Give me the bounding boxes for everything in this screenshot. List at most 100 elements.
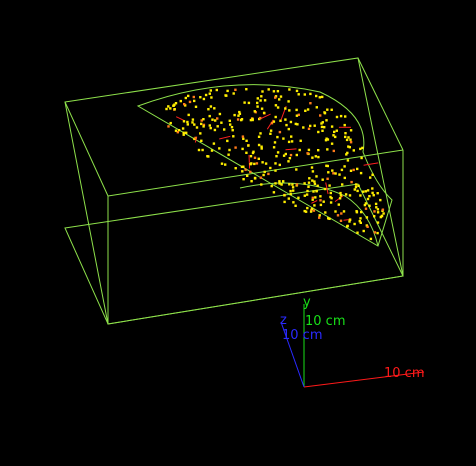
hit-point bbox=[302, 126, 305, 129]
track-segment bbox=[363, 162, 379, 166]
hit-point bbox=[194, 136, 197, 140]
hit-point bbox=[316, 184, 319, 187]
hit-point bbox=[344, 135, 347, 139]
hit-point bbox=[241, 147, 244, 151]
hit-point bbox=[346, 159, 350, 162]
hit-point bbox=[379, 198, 382, 202]
hit-point bbox=[369, 176, 372, 179]
hit-point bbox=[292, 201, 295, 204]
hit-point bbox=[364, 207, 368, 210]
hit-point bbox=[349, 138, 352, 141]
hit-point bbox=[260, 107, 264, 110]
hit-point bbox=[278, 163, 281, 167]
hit-point bbox=[274, 182, 277, 185]
hit-point bbox=[274, 104, 278, 107]
hit-point bbox=[373, 210, 376, 213]
hit-point bbox=[298, 148, 301, 152]
hit-point bbox=[199, 132, 202, 135]
hit-point bbox=[311, 170, 315, 173]
hit-point bbox=[283, 200, 286, 204]
hit-point bbox=[341, 183, 344, 186]
hit-point bbox=[304, 210, 308, 213]
hit-point bbox=[229, 123, 232, 126]
hit-point bbox=[359, 217, 362, 220]
hit-point bbox=[294, 122, 297, 126]
hit-point bbox=[304, 109, 307, 112]
hit-point bbox=[282, 180, 285, 183]
hit-point bbox=[334, 172, 337, 175]
hit-point bbox=[362, 190, 365, 193]
hit-point bbox=[294, 204, 297, 207]
hit-point bbox=[313, 124, 316, 127]
hit-point bbox=[182, 120, 186, 123]
hit-point bbox=[233, 113, 236, 117]
hit-point bbox=[279, 119, 282, 122]
hit-point bbox=[335, 115, 339, 119]
hit-point bbox=[317, 130, 320, 134]
hit-point bbox=[257, 135, 261, 138]
hit-point bbox=[208, 92, 211, 95]
hit-point bbox=[326, 164, 329, 168]
hit-point bbox=[366, 189, 370, 192]
hit-point bbox=[272, 90, 276, 93]
hit-point bbox=[237, 114, 240, 117]
hit-point bbox=[338, 173, 341, 176]
hit-point bbox=[382, 212, 385, 215]
hit-point bbox=[287, 140, 291, 144]
track-segment bbox=[266, 119, 274, 130]
hit-point bbox=[173, 108, 176, 111]
hit-point bbox=[238, 112, 242, 115]
hit-point bbox=[186, 120, 189, 124]
hit-point bbox=[371, 173, 374, 176]
hit-point bbox=[312, 190, 315, 193]
hit-point bbox=[350, 180, 353, 184]
hit-point bbox=[216, 117, 219, 120]
hit-point bbox=[366, 197, 370, 201]
hit-point bbox=[363, 203, 367, 207]
hit-point bbox=[260, 145, 263, 148]
hit-point bbox=[306, 152, 309, 155]
hit-point bbox=[187, 94, 190, 98]
hit-point bbox=[311, 198, 314, 201]
hit-point bbox=[232, 92, 235, 95]
track-segment bbox=[311, 200, 318, 204]
hit-point bbox=[182, 131, 185, 134]
hit-point bbox=[295, 114, 299, 117]
hit-point bbox=[267, 172, 270, 176]
hit-point bbox=[234, 167, 237, 170]
hit-point bbox=[246, 174, 249, 177]
hit-point bbox=[282, 137, 285, 140]
hit-point bbox=[343, 176, 346, 180]
hit-point bbox=[263, 99, 267, 102]
hit-point bbox=[249, 163, 252, 166]
hit-point bbox=[346, 224, 349, 228]
hit-point bbox=[373, 215, 376, 218]
hit-point bbox=[295, 153, 298, 157]
hit-point bbox=[295, 108, 298, 112]
hit-point bbox=[330, 108, 333, 111]
hit-point bbox=[288, 88, 291, 91]
hit-point bbox=[263, 170, 266, 174]
hit-point bbox=[165, 107, 168, 111]
hit-point bbox=[369, 237, 373, 241]
hit-point bbox=[260, 147, 263, 150]
hit-point bbox=[361, 146, 364, 150]
hit-point bbox=[346, 151, 349, 155]
hit-point bbox=[242, 178, 245, 181]
hit-point bbox=[352, 149, 355, 152]
hit-point bbox=[247, 144, 250, 147]
hit-point bbox=[319, 114, 322, 117]
hit-point bbox=[191, 121, 194, 124]
hit-point bbox=[269, 132, 272, 135]
hit-point bbox=[321, 95, 324, 99]
hit-point bbox=[244, 168, 247, 171]
hit-point bbox=[312, 209, 316, 212]
hit-point bbox=[215, 88, 218, 92]
hit-point bbox=[291, 183, 294, 186]
hit-point bbox=[278, 180, 281, 183]
track-segment bbox=[248, 154, 251, 169]
hit-point bbox=[295, 168, 298, 171]
hit-point bbox=[218, 147, 221, 150]
